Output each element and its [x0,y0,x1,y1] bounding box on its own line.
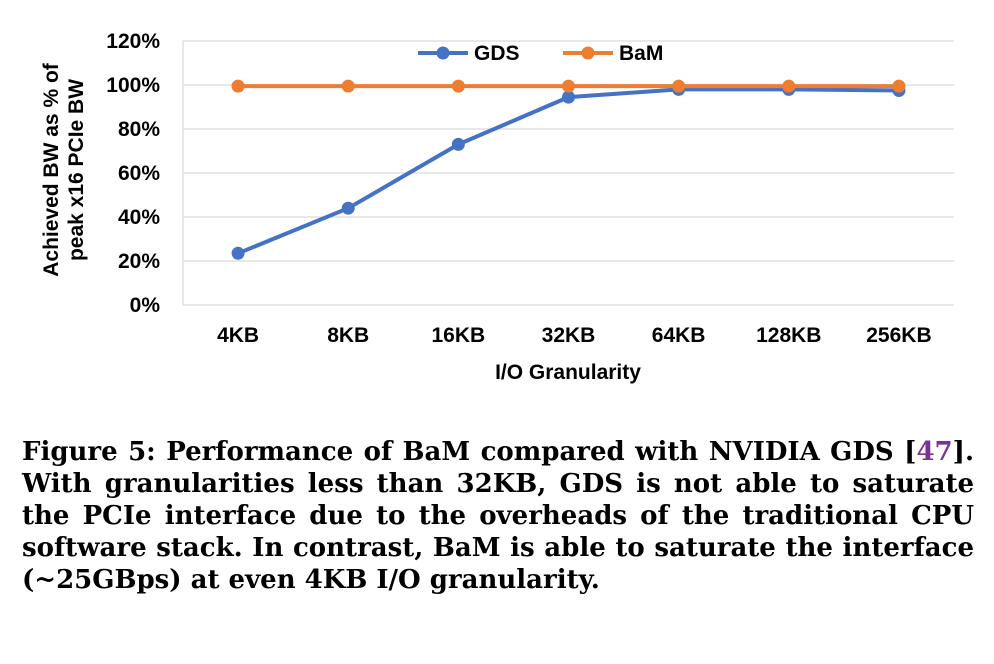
y-tick-label: 100% [106,74,160,97]
y-tick-label: 20% [118,250,160,273]
y-tick-label: 120% [106,30,160,53]
data-point-gds [562,90,575,104]
y-tick-label: 40% [118,206,160,229]
figure-caption: Figure 5: Performance of BaM compared wi… [22,436,974,596]
data-point-gds [341,201,355,215]
x-tick-label: 32KB [542,324,596,347]
citation-link[interactable]: 47 [916,437,953,467]
legend-label: BaM [619,42,663,65]
data-point-bam [782,79,796,93]
legend-swatch-marker [436,46,450,60]
x-axis-label: I/O Granularity [495,361,641,384]
data-point-bam [672,79,686,93]
data-point-bam [341,79,355,93]
x-tick-label: 64KB [652,324,706,347]
series-line-gds [237,87,899,256]
y-tick-label: 60% [118,162,160,185]
y-tick-label: 80% [118,118,160,141]
y-axis-label-line1: Achieved BW as % of [40,62,63,277]
legend-label: GDS [474,42,520,65]
x-tick-label: 16KB [432,324,486,347]
x-tick-label: 4KB [217,324,259,347]
legend: GDS BaM [418,42,663,65]
data-point-bam [231,79,245,93]
data-point-gds [451,137,465,151]
y-axis-label-group: Achieved BW as % of peak x16 PCIe BW [40,62,88,277]
caption-suffix: ]. With granularities less than 32KB, GD… [22,437,974,595]
x-tick-label: 8KB [327,324,369,347]
x-tick-label: 256KB [866,324,931,347]
data-point-bam [451,79,465,93]
data-point-gds [231,246,245,260]
y-axis-ticks: 0% 20% 40% 60% 80% 100% 120% [106,30,160,317]
x-tick-label: 128KB [756,324,821,347]
line-chart: 0% 20% 40% 60% 80% 100% 120% 4KB 8KB 16KB 32KB 64K… [40,30,954,384]
y-axis-label-line2: peak x16 PCIe BW [65,79,88,261]
data-point-bam [562,79,575,93]
series-group [231,79,906,260]
x-axis-ticks: 4KB 8KB 16KB 32KB 64KB 128KB 256KB [217,324,932,347]
y-tick-label: 0% [130,294,161,317]
legend-swatch-marker [581,46,595,60]
data-point-bam [892,79,906,93]
caption-prefix: Figure 5: Performance of BaM compared wi… [22,437,917,467]
